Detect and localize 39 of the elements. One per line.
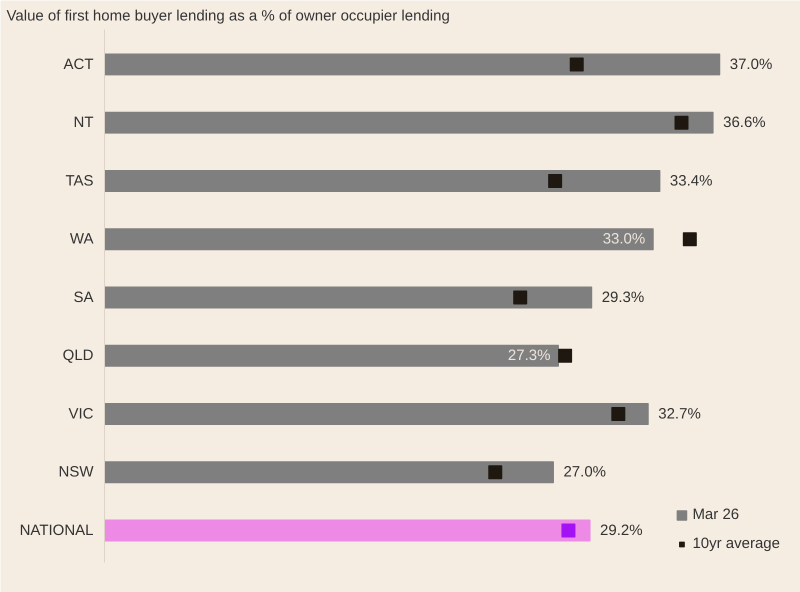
y-tick-label: TAS <box>65 172 94 190</box>
y-tick-label: WA <box>70 230 94 248</box>
y-tick-label: ACT <box>64 56 94 73</box>
bar <box>104 112 714 134</box>
data-label: 32.7% <box>658 405 701 422</box>
legend-label: Mar 26 <box>692 506 740 523</box>
point <box>488 465 502 480</box>
data-label: 33.4% <box>670 172 712 190</box>
point <box>682 232 697 246</box>
data-label: 37.0% <box>730 56 772 73</box>
point <box>611 406 626 421</box>
data-label: 33.0% <box>602 230 646 248</box>
bar <box>104 53 720 76</box>
bar <box>104 286 592 308</box>
data-label: 36.6% <box>723 114 766 132</box>
data-label: 27.0% <box>563 464 606 481</box>
chart-title: Value of first home buyer lending as a % of owner occupier lending <box>6 8 450 24</box>
point <box>548 174 562 188</box>
bar <box>104 519 591 542</box>
legend-label: 10yr average <box>692 535 780 552</box>
bar <box>104 402 649 425</box>
y-tick-label: VIC <box>68 405 94 422</box>
data-label: 29.2% <box>600 522 643 539</box>
point <box>674 116 688 130</box>
data-label: 29.3% <box>602 288 644 306</box>
y-tick-label: NSW <box>58 464 94 481</box>
bar <box>104 461 554 484</box>
y-tick-label: NATIONAL <box>20 522 94 539</box>
point <box>570 57 584 72</box>
point <box>561 523 576 538</box>
bar <box>104 170 660 192</box>
y-tick-label: NT <box>74 114 94 132</box>
data-label: 27.3% <box>508 347 550 364</box>
bar <box>104 344 559 367</box>
point <box>513 290 528 304</box>
bar <box>104 228 654 250</box>
point <box>558 348 572 363</box>
y-tick-label: QLD <box>62 347 94 364</box>
y-tick-label: SA <box>73 288 94 306</box>
